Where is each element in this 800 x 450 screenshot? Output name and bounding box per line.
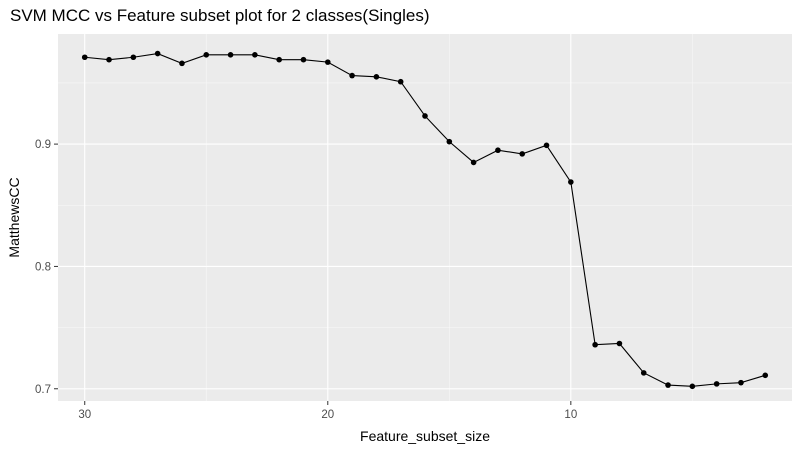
data-point xyxy=(179,60,185,67)
y-axis-title: MatthewsCC xyxy=(6,177,22,257)
plot-panel xyxy=(58,34,792,401)
data-point xyxy=(422,113,428,119)
data-point xyxy=(252,51,258,58)
data-point xyxy=(106,56,112,63)
data-point xyxy=(640,370,647,376)
data-point xyxy=(446,138,453,145)
data-point xyxy=(665,382,671,388)
data-point xyxy=(81,54,88,61)
x-tick-label: 30 xyxy=(78,409,91,421)
data-point xyxy=(203,51,210,58)
data-point xyxy=(568,179,574,185)
data-point xyxy=(373,74,380,80)
data-point xyxy=(616,340,623,347)
tick-marks xyxy=(54,143,572,405)
x-axis-title: Feature_subset_size xyxy=(360,428,490,444)
major-gridlines xyxy=(58,34,792,401)
chart-title: SVM MCC vs Feature subset plot for 2 cla… xyxy=(10,6,430,25)
y-tick-label: 0.9 xyxy=(35,139,51,151)
data-point xyxy=(130,54,137,61)
data-point xyxy=(762,372,769,379)
data-point xyxy=(519,151,526,157)
y-tick-label: 0.7 xyxy=(35,384,51,396)
data-point xyxy=(349,72,355,79)
data-point xyxy=(738,379,744,386)
data-point xyxy=(713,381,720,387)
data-point xyxy=(689,383,696,390)
x-tick-label: 20 xyxy=(321,409,334,421)
minor-gridlines xyxy=(58,34,792,401)
data-point xyxy=(592,341,598,348)
data-point xyxy=(154,50,161,57)
data-point xyxy=(276,56,282,63)
data-point xyxy=(470,159,477,166)
data-point xyxy=(227,51,234,58)
y-tick-label: 0.8 xyxy=(35,261,51,273)
data-point xyxy=(397,78,404,85)
data-point xyxy=(543,142,550,149)
data-point xyxy=(495,147,501,154)
x-tick-label: 10 xyxy=(564,409,577,421)
tick-labels: 30 20 10 0.7 0.8 0.9 xyxy=(35,139,577,421)
series-layer xyxy=(81,50,769,390)
data-point xyxy=(300,56,307,63)
data-point xyxy=(324,59,331,65)
